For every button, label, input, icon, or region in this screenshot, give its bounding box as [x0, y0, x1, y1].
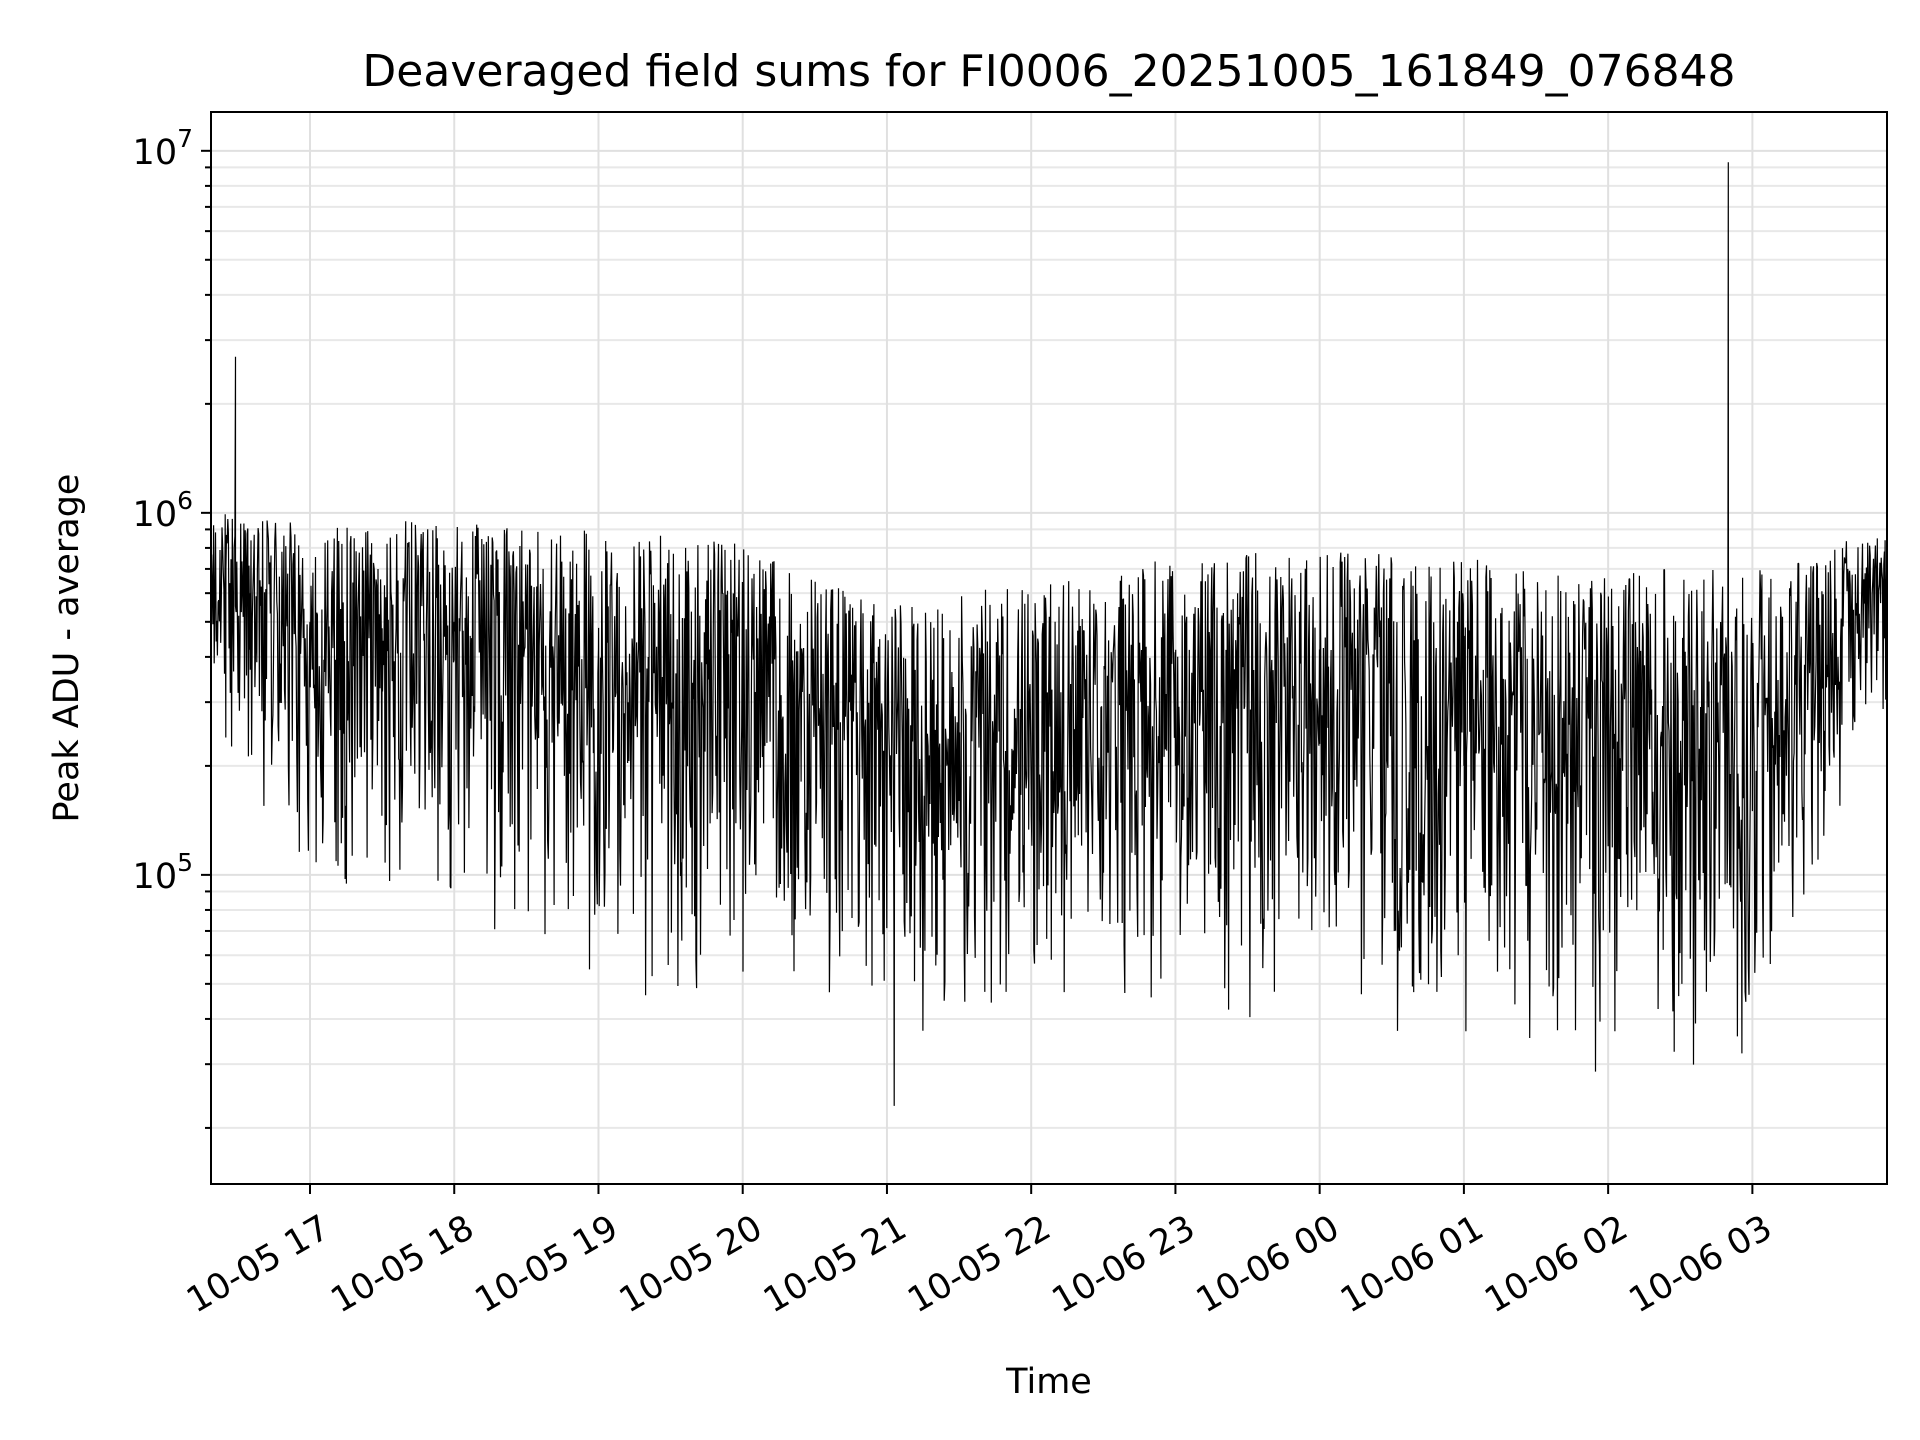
y-tick-label: 107: [133, 124, 193, 173]
x-axis-label: Time: [1005, 1362, 1092, 1402]
chart-title: Deaveraged field sums for FI0006_2025100…: [362, 46, 1735, 97]
plot-area: [210, 162, 1888, 1106]
plot-frame: [210, 111, 1888, 1185]
series-line: [210, 162, 1888, 1106]
y-axis-label: Peak ADU - average: [47, 474, 87, 823]
y-tick-label: 105: [133, 848, 193, 897]
y-axis: 105 106 107: [133, 124, 211, 1129]
y-tick-label: 106: [133, 486, 193, 535]
